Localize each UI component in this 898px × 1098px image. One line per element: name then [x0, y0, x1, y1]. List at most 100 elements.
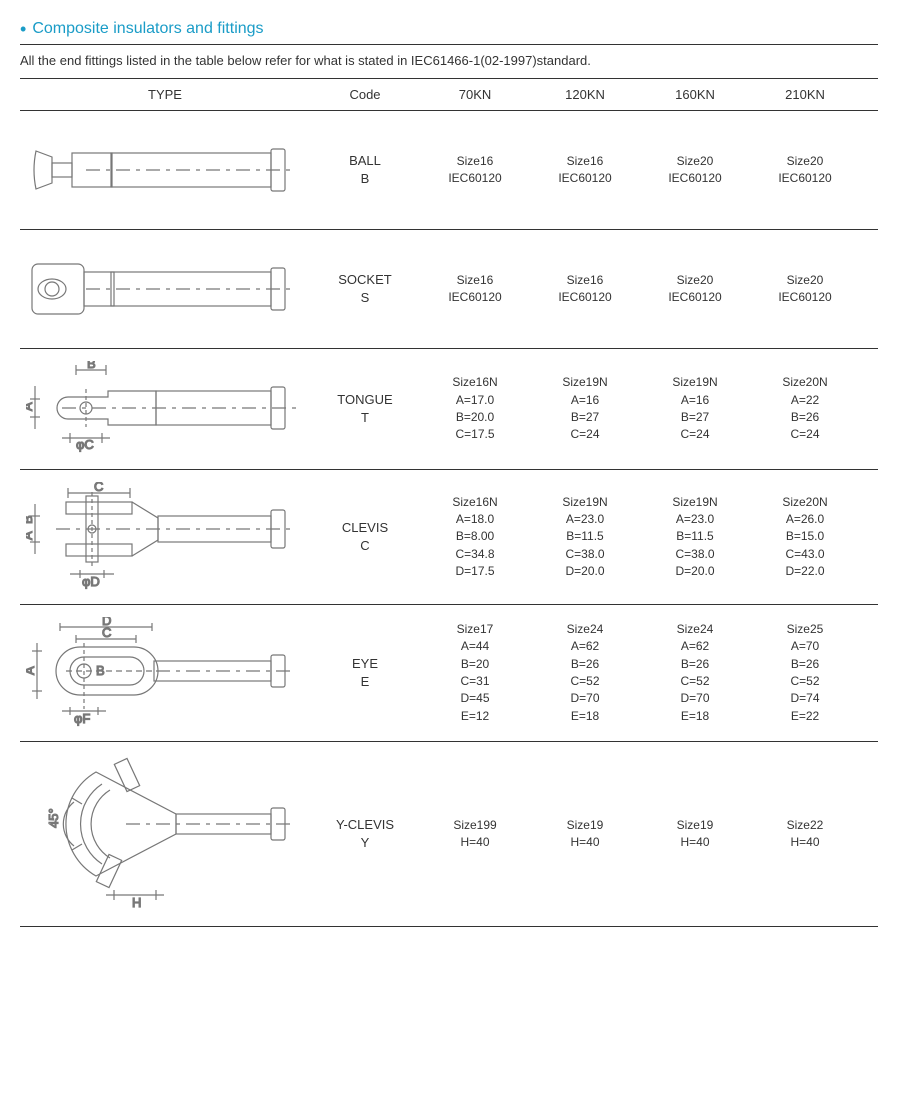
kn-line: H=40 [530, 834, 640, 851]
kn-line: C=52 [640, 673, 750, 690]
kn-cell: Size24A=62B=26C=52D=70E=18 [530, 621, 640, 725]
code-cell: EYEE [310, 655, 420, 691]
diagram-cell [20, 357, 310, 461]
kn-cell: Size19H=40 [530, 817, 640, 852]
table-row: SOCKETSSize16IEC60120Size16IEC60120Size2… [20, 230, 878, 349]
code-cell: BALLB [310, 152, 420, 188]
kn-line: Size20N [750, 374, 860, 391]
diagram-cell [20, 478, 310, 596]
diagram-cell [20, 750, 310, 918]
title-bullet-icon: • [20, 20, 26, 38]
kn-line: D=17.5 [420, 563, 530, 580]
kn-line: B=26 [530, 656, 640, 673]
kn-line: E=18 [640, 708, 750, 725]
code-cell: SOCKETS [310, 271, 420, 307]
kn-line: B=11.5 [640, 528, 750, 545]
kn-line: C=24 [640, 426, 750, 443]
kn-line: B=20 [420, 656, 530, 673]
kn-line: Size19 [530, 817, 640, 834]
kn-cell: Size19NA=16B=27C=24 [640, 374, 750, 444]
table-header: TYPE Code 70KN 120KN 160KN 210KN [20, 78, 878, 111]
kn-line: IEC60120 [420, 289, 530, 306]
code-letter: T [310, 409, 420, 427]
kn-cell: Size19H=40 [640, 817, 750, 852]
kn-line: C=52 [750, 673, 860, 690]
kn-line: C=24 [750, 426, 860, 443]
kn-line: H=40 [420, 834, 530, 851]
kn-line: A=17.0 [420, 392, 530, 409]
kn-line: A=70 [750, 638, 860, 655]
kn-line: Size20 [640, 153, 750, 170]
kn-line: Size19N [640, 374, 750, 391]
kn-line: B=8.00 [420, 528, 530, 545]
diagram-cell [20, 613, 310, 733]
table-row: TONGUETSize16NA=17.0B=20.0C=17.5Size19NA… [20, 349, 878, 470]
code-letter: Y [310, 834, 420, 852]
header-kn-0: 70KN [420, 87, 530, 102]
kn-line: B=15.0 [750, 528, 860, 545]
code-cell: CLEVISC [310, 519, 420, 555]
code-name: SOCKET [310, 271, 420, 289]
kn-line: B=11.5 [530, 528, 640, 545]
kn-line: Size19N [530, 374, 640, 391]
kn-line: C=24 [530, 426, 640, 443]
kn-cell: Size16IEC60120 [420, 153, 530, 188]
kn-line: IEC60120 [640, 170, 750, 187]
code-name: TONGUE [310, 391, 420, 409]
kn-line: Size20 [640, 272, 750, 289]
header-code: Code [310, 87, 420, 102]
kn-line: C=38.0 [530, 546, 640, 563]
kn-line: Size24 [640, 621, 750, 638]
kn-line: E=12 [420, 708, 530, 725]
kn-line: Size199 [420, 817, 530, 834]
kn-cell: Size16IEC60120 [530, 153, 640, 188]
kn-cell: Size20IEC60120 [750, 153, 860, 188]
kn-line: Size16 [420, 272, 530, 289]
kn-cell: Size25A=70B=26C=52D=74E=22 [750, 621, 860, 725]
kn-cell: Size20IEC60120 [750, 272, 860, 307]
kn-line: Size17 [420, 621, 530, 638]
kn-cell: Size19NA=16B=27C=24 [530, 374, 640, 444]
kn-line: Size22 [750, 817, 860, 834]
kn-line: Size19N [530, 494, 640, 511]
code-letter: S [310, 289, 420, 307]
kn-cell: Size19NA=23.0B=11.5C=38.0D=20.0 [640, 494, 750, 581]
kn-cell: Size22H=40 [750, 817, 860, 852]
kn-line: A=16 [640, 392, 750, 409]
kn-line: C=34.8 [420, 546, 530, 563]
kn-line: B=26 [750, 656, 860, 673]
code-cell: Y-CLEVISY [310, 816, 420, 852]
table-row: EYEESize17A=44B=20C=31D=45E=12Size24A=62… [20, 605, 878, 742]
kn-cell: Size19NA=23.0B=11.5C=38.0D=20.0 [530, 494, 640, 581]
kn-line: IEC60120 [530, 170, 640, 187]
kn-line: C=52 [530, 673, 640, 690]
kn-line: A=23.0 [530, 511, 640, 528]
kn-line: B=26 [750, 409, 860, 426]
kn-line: IEC60120 [420, 170, 530, 187]
kn-line: E=22 [750, 708, 860, 725]
kn-line: Size25 [750, 621, 860, 638]
code-letter: B [310, 170, 420, 188]
kn-line: C=38.0 [640, 546, 750, 563]
kn-line: Size16 [420, 153, 530, 170]
kn-cell: Size16NA=18.0B=8.00C=34.8D=17.5 [420, 494, 530, 581]
code-name: CLEVIS [310, 519, 420, 537]
table-row: Y-CLEVISYSize199H=40Size19H=40Size19H=40… [20, 742, 878, 927]
code-letter: C [310, 537, 420, 555]
kn-line: Size20N [750, 494, 860, 511]
kn-line: A=62 [640, 638, 750, 655]
kn-cell: Size199H=40 [420, 817, 530, 852]
kn-line: A=23.0 [640, 511, 750, 528]
kn-line: A=16 [530, 392, 640, 409]
kn-cell: Size20IEC60120 [640, 272, 750, 307]
kn-line: Size20 [750, 153, 860, 170]
kn-line: D=70 [530, 690, 640, 707]
code-name: Y-CLEVIS [310, 816, 420, 834]
kn-line: D=45 [420, 690, 530, 707]
kn-line: A=26.0 [750, 511, 860, 528]
kn-line: Size19 [640, 817, 750, 834]
diagram-cell [20, 238, 310, 340]
kn-cell: Size20NA=26.0B=15.0C=43.0D=22.0 [750, 494, 860, 581]
kn-line: B=26 [640, 656, 750, 673]
kn-line: A=62 [530, 638, 640, 655]
